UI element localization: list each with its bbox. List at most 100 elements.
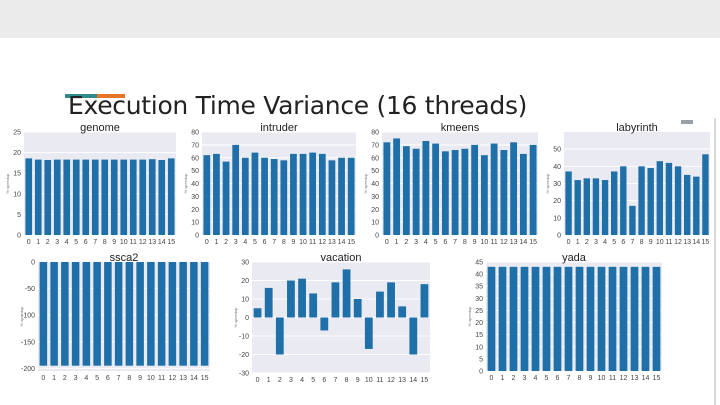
x-tick-label: 9 (649, 239, 653, 246)
x-tick-label: 14 (158, 239, 166, 246)
chart-panel-vacation: 30 20 10 0 -10 -20 -30 0 1 2 3 4 5 6 7 8 9 10 11 12 13 14 15 va… (232, 252, 436, 387)
bar-intruder-10 (299, 153, 307, 235)
y-axis-label: % speedup (363, 173, 368, 194)
bar-yada-5 (542, 266, 551, 371)
x-tick-label: 13 (683, 239, 691, 246)
bar-kmeens-15 (529, 144, 537, 235)
bar-vacation-8 (342, 269, 351, 318)
bar-kmeens-8 (461, 148, 469, 235)
y-tick-label: 5 (17, 212, 21, 219)
bar-ssca2-8 (125, 262, 134, 366)
bar-yada-7 (564, 266, 573, 371)
bar-kmeens-10 (480, 155, 488, 235)
y-tick-label: 40 (371, 181, 379, 188)
title-accent-teal (65, 94, 97, 98)
bar-vacation-4 (298, 278, 306, 318)
x-tick-label: 0 (27, 239, 31, 246)
x-tick-label: 15 (529, 239, 537, 246)
y-tick-label: -30 (239, 371, 249, 378)
chart-panel-intruder: 0 10 20 30 40 50 60 70 80 0 1 2 3 4 5 6 7 8 9 10 11 12 13 14 15 i… (182, 122, 362, 249)
x-tick-label: 13 (179, 375, 187, 382)
x-tick-label: 9 (473, 239, 477, 246)
y-tick-label: 30 (475, 296, 483, 303)
x-tick-label: 0 (490, 375, 494, 382)
bar-kmeens-3 (412, 148, 420, 235)
x-tick-label: 7 (453, 239, 457, 246)
bar-labyrinth-0 (565, 171, 572, 235)
y-tick-label: 30 (191, 194, 199, 201)
bar-yada-1 (498, 266, 507, 371)
x-tick-label: 14 (190, 375, 198, 382)
bar-kmeens-13 (510, 142, 518, 235)
x-tick-label: 11 (665, 239, 672, 246)
bar-genome-14 (158, 160, 166, 235)
x-tick-label: 14 (692, 239, 700, 246)
bar-ssca2-3 (71, 262, 80, 366)
bar-vacation-2 (275, 317, 284, 355)
bar-ssca2-5 (93, 262, 101, 366)
x-tick-label: 4 (603, 239, 607, 246)
bar-ssca2-7 (114, 262, 123, 366)
bar-vacation-0 (253, 308, 262, 318)
y-tick-label: 0 (375, 233, 379, 240)
x-tick-label: 10 (120, 239, 128, 246)
bar-ssca2-6 (104, 262, 112, 366)
bar-intruder-13 (328, 160, 336, 235)
bar-genome-6 (82, 159, 90, 235)
bar-kmeens-14 (519, 153, 527, 235)
bar-kmeens-11 (490, 143, 498, 235)
chart-panel-yada: 0 5 10 15 20 25 30 35 40 45 0 1 2 3 4 5 6 7 8 9 10 11 12 13 14 15… (466, 252, 668, 385)
x-tick-label: 2 (512, 375, 516, 382)
bar-yada-12 (619, 266, 628, 371)
y-tick-label: 60 (191, 155, 199, 162)
x-tick-label: 0 (205, 239, 209, 246)
x-tick-label: 6 (322, 377, 326, 384)
x-tick-label: 1 (267, 377, 271, 384)
bar-genome-9 (110, 159, 118, 235)
x-tick-label: 3 (289, 377, 293, 384)
x-tick-label: 4 (424, 239, 428, 246)
bar-kmeens-12 (500, 150, 508, 235)
x-tick-label: 12 (139, 239, 147, 246)
y-tick-label: 20 (241, 278, 249, 285)
bar-intruder-8 (280, 160, 288, 235)
bar-kmeens-2 (402, 146, 410, 235)
bar-yada-2 (509, 266, 518, 371)
y-tick-label: 50 (371, 168, 379, 175)
y-tick-label: 40 (553, 164, 561, 171)
bar-genome-10 (120, 159, 128, 235)
y-tick-label: 20 (13, 150, 21, 157)
bar-genome-5 (72, 159, 80, 235)
bar-labyrinth-10 (656, 161, 664, 235)
x-tick-label: 1 (501, 375, 505, 382)
x-tick-label: 12 (168, 375, 176, 382)
x-tick-label: 0 (567, 239, 571, 246)
bar-ssca2-11 (157, 262, 166, 366)
x-tick-label: 5 (74, 239, 78, 246)
chart-panel-kmeens: 0 10 20 30 40 50 60 70 80 0 1 2 3 4 5 6 7 8 9 10 11 12 13 14 15 k… (362, 122, 544, 249)
x-tick-label: 13 (631, 375, 639, 382)
chart-panel-ssca2: 0 -50 -100 -150 -200 0 1 2 3 4 5 6 7 8 9 10 11 12 13 14 15 ss… (18, 252, 216, 385)
bar-kmeens-1 (393, 138, 401, 235)
bar-genome-0 (25, 158, 33, 235)
y-tick-label: 25 (475, 308, 483, 315)
x-tick-label: 14 (338, 239, 346, 246)
bar-intruder-5 (251, 152, 259, 235)
x-tick-label: 6 (556, 375, 560, 382)
x-tick-label: 1 (214, 239, 218, 246)
x-tick-label: 2 (278, 377, 282, 384)
x-tick-label: 14 (642, 375, 650, 382)
x-tick-label: 8 (640, 239, 644, 246)
y-tick-label: 25 (13, 130, 21, 137)
bar-labyrinth-12 (674, 166, 682, 235)
bar-yada-9 (586, 266, 595, 371)
y-tick-label: -150 (21, 339, 35, 346)
y-tick-label: 60 (371, 155, 379, 162)
y-tick-label: 30 (553, 181, 561, 188)
y-tick-label: 0 (17, 233, 21, 240)
x-tick-label: 8 (282, 239, 286, 246)
x-tick-label: 14 (519, 239, 527, 246)
x-tick-label: 15 (201, 375, 209, 382)
bar-vacation-7 (331, 282, 340, 318)
title-accent-orange (97, 94, 125, 98)
